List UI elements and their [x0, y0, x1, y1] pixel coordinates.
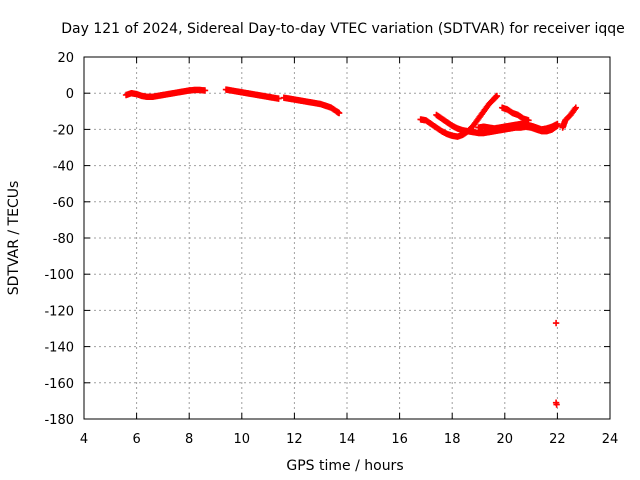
series-arc-2	[222, 86, 282, 102]
y-tick-label: -160	[44, 377, 74, 392]
x-tick-label: 4	[80, 432, 88, 447]
y-tick-label: -80	[53, 232, 74, 247]
x-axis-label: GPS time / hours	[286, 458, 403, 474]
chart-title: Day 121 of 2024, Sidereal Day-to-day VTE…	[61, 21, 625, 37]
series-arc-3	[280, 94, 343, 117]
grid-layer	[84, 57, 610, 419]
y-tick-label: -20	[53, 123, 74, 138]
data-point	[201, 87, 209, 94]
x-tick-label: 18	[444, 432, 461, 447]
y-tick-label: -120	[44, 304, 74, 319]
y-tick-label: 0	[66, 87, 74, 102]
y-tick-label: 20	[57, 51, 74, 66]
data-point	[554, 120, 561, 128]
y-tick-label: -100	[44, 268, 74, 283]
data-point	[572, 104, 580, 111]
y-tick-label: -40	[53, 160, 74, 175]
tick-layer: 4 6 8 10 12 14 16 18 20 22 24 20 0 -20 -40 -60 -80 -100 -1…	[44, 51, 618, 447]
x-tick-label: 6	[132, 432, 140, 447]
x-tick-label: 16	[391, 432, 408, 447]
x-tick-label: 12	[286, 432, 303, 447]
x-tick-label: 20	[497, 432, 514, 447]
data-point	[275, 95, 282, 102]
x-tick-label: 14	[339, 432, 356, 447]
data-point	[335, 109, 343, 117]
x-tick-label: 8	[185, 432, 193, 447]
series-outliers	[552, 319, 560, 408]
x-tick-label: 22	[549, 432, 566, 447]
y-tick-label: -140	[44, 341, 74, 356]
series-arc-1	[122, 86, 209, 101]
series-arc-7	[498, 104, 532, 124]
y-tick-label: -180	[44, 413, 74, 428]
data-point	[525, 117, 532, 124]
y-tick-label: -60	[53, 196, 74, 211]
y-axis-label: SDTVAR / TECUs	[6, 181, 22, 296]
data-point	[493, 92, 501, 100]
data-point	[553, 401, 560, 408]
data-point	[552, 319, 560, 327]
points-layer	[122, 86, 580, 408]
x-tick-label: 24	[602, 432, 619, 447]
series-arc-8	[559, 104, 580, 131]
x-tick-label: 10	[234, 432, 251, 447]
